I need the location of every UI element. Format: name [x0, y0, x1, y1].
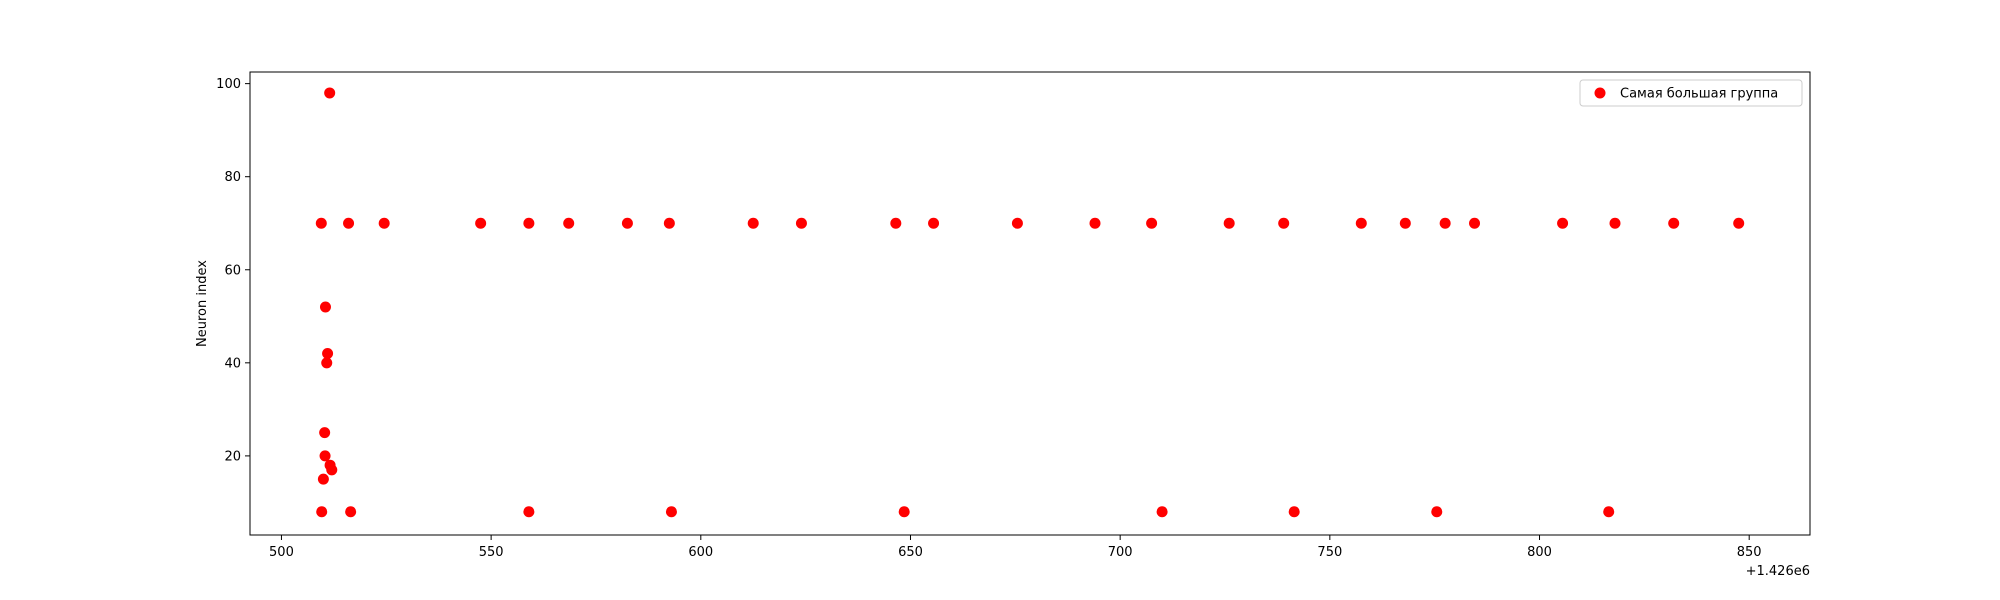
data-point	[1603, 506, 1615, 518]
data-point	[523, 506, 535, 518]
data-point	[621, 217, 633, 229]
x-tick-label: 600	[688, 545, 713, 560]
axes-frame	[249, 71, 1811, 536]
data-point	[1469, 217, 1481, 229]
data-point	[1439, 217, 1451, 229]
data-point	[345, 506, 357, 518]
y-tick-label: 60	[224, 263, 241, 278]
y-tick-label: 80	[224, 170, 241, 185]
data-point	[890, 217, 902, 229]
data-point	[1288, 506, 1300, 518]
data-point	[322, 348, 334, 360]
data-point	[1557, 217, 1569, 229]
data-point	[1278, 217, 1290, 229]
x-offset-label: +1.426e6	[1746, 564, 1810, 579]
legend-label: Самая большая группа	[1620, 87, 1778, 102]
data-point	[1089, 217, 1101, 229]
data-point	[475, 217, 487, 229]
legend-box	[1579, 79, 1803, 107]
data-point	[319, 301, 331, 313]
y-tick-label: 40	[224, 356, 241, 371]
data-point	[378, 217, 390, 229]
data-point	[1146, 217, 1158, 229]
data-point	[747, 217, 759, 229]
data-point	[315, 217, 327, 229]
data-point	[321, 357, 333, 369]
data-point	[326, 464, 338, 476]
data-point	[1733, 217, 1745, 229]
data-point	[665, 506, 677, 518]
data-point	[1431, 506, 1443, 518]
x-tick-label: 550	[479, 545, 504, 560]
data-point	[563, 217, 575, 229]
data-point	[316, 506, 328, 518]
x-tick-label: 500	[269, 545, 294, 560]
data-point	[1668, 217, 1680, 229]
y-tick-label: 20	[224, 449, 241, 464]
y-axis-label: Neuron index	[195, 260, 210, 347]
x-tick-label: 700	[1108, 545, 1133, 560]
data-point	[319, 450, 331, 462]
legend-marker	[1594, 87, 1606, 99]
data-point	[1223, 217, 1235, 229]
plot-background	[250, 72, 1810, 535]
data-points	[315, 87, 1745, 518]
data-point	[1399, 217, 1411, 229]
y-tick-label: 100	[216, 77, 241, 92]
x-tick-label: 750	[1317, 545, 1342, 560]
data-point	[1011, 217, 1023, 229]
plot-area	[250, 72, 1810, 535]
data-point	[319, 427, 331, 439]
data-point	[317, 473, 329, 485]
legend: Самая большая группа	[1579, 79, 1803, 107]
x-tick-label: 650	[898, 545, 923, 560]
data-point	[1609, 217, 1621, 229]
x-tick-label: 800	[1527, 545, 1552, 560]
data-point	[795, 217, 807, 229]
data-point	[898, 506, 910, 518]
axes: 500 550 600 650 700 750 800 850 20 40 60 80 100 +1.42…	[195, 71, 1811, 579]
data-point	[523, 217, 535, 229]
data-point	[928, 217, 940, 229]
x-tick-label: 850	[1737, 545, 1762, 560]
data-point	[663, 217, 675, 229]
data-point	[1156, 506, 1168, 518]
data-point	[1355, 217, 1367, 229]
data-point	[343, 217, 355, 229]
data-point	[324, 87, 336, 99]
